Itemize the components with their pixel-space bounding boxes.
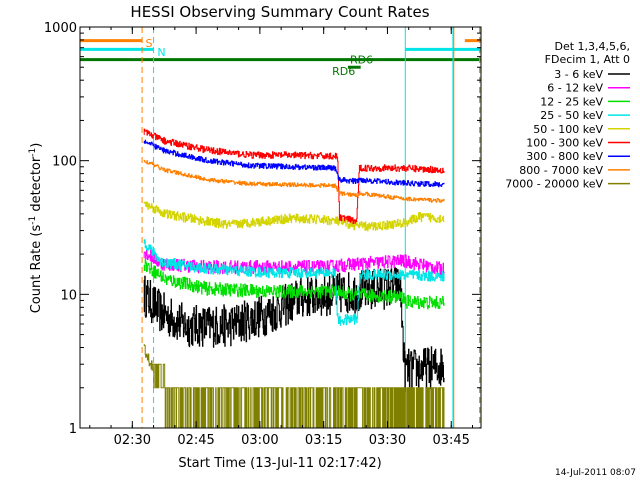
series-line <box>143 259 445 310</box>
legend-header-line-1: Det 1,3,4,5,6, <box>554 40 630 53</box>
series-line <box>143 139 445 188</box>
legend-entry-label: 800 - 7000 keV <box>519 164 603 177</box>
legend-entry-label: 12 - 25 keV <box>540 95 603 108</box>
x-tick-label: 02:45 <box>177 433 214 448</box>
y-tick-label: 10 <box>60 288 77 303</box>
legend-entry-label: 100 - 300 keV <box>526 137 603 150</box>
y-tick-label: 1000 <box>44 21 77 36</box>
annotation-label: RD6 <box>332 65 355 78</box>
x-tick-label: 03:45 <box>432 433 469 448</box>
series-line <box>143 128 445 225</box>
x-axis: 02:30 02:45 03:00 03:15 03:30 03:45 <box>89 27 473 448</box>
x-tick-label: 03:15 <box>305 433 342 448</box>
transition-lines <box>141 27 481 428</box>
legend-entry-label: 50 - 100 keV <box>533 123 603 136</box>
series-line <box>143 239 445 326</box>
legend: Det 1,3,4,5,6, FDecim 1, Att 0 3 - 6 keV… <box>505 40 630 191</box>
legend-entry-label: 25 - 50 keV <box>540 109 603 122</box>
legend-entry-label: 6 - 12 keV <box>547 82 603 95</box>
plot-frame <box>79 26 482 429</box>
y-tick-label: 1 <box>69 422 77 437</box>
x-tick-label: 03:00 <box>241 433 278 448</box>
y-axis-label: Count Rate (s-1 detector-1) <box>28 143 44 314</box>
y-axis: 1 10 100 1000 <box>44 21 481 437</box>
footer-timestamp: 14-Jul-2011 08:07 <box>555 468 636 478</box>
chart-title: HESSI Observing Summary Count Rates <box>130 3 429 21</box>
y-axis-label-exponent-2: -1 <box>28 148 38 157</box>
series-layer <box>143 128 445 428</box>
legend-header-line-2: FDecim 1, Att 0 <box>545 53 630 66</box>
flag-layer <box>80 39 481 69</box>
y-tick-label: 100 <box>52 155 77 170</box>
x-tick-label: 02:30 <box>114 433 151 448</box>
x-tick-label: 03:30 <box>369 433 406 448</box>
legend-entry-label: 3 - 6 keV <box>554 68 603 81</box>
y-axis-label-middle: detector <box>29 156 44 216</box>
x-axis-label: Start Time (13-Jul-11 02:17:42) <box>178 456 381 471</box>
legend-entry-label: 7000 - 20000 keV <box>505 178 603 191</box>
series-line <box>143 344 445 428</box>
legend-entry-label: 300 - 800 keV <box>526 150 603 163</box>
annotation-label: S <box>145 37 152 50</box>
y-axis-label-exponent-1: -1 <box>28 216 38 225</box>
series-line <box>143 159 445 203</box>
annotation-label: N <box>157 46 165 59</box>
annotation-label: RD6 <box>350 54 373 67</box>
y-axis-label-start: Count Rate (s <box>29 225 44 314</box>
series-line <box>143 201 445 232</box>
y-axis-label-end: ) <box>29 143 44 148</box>
